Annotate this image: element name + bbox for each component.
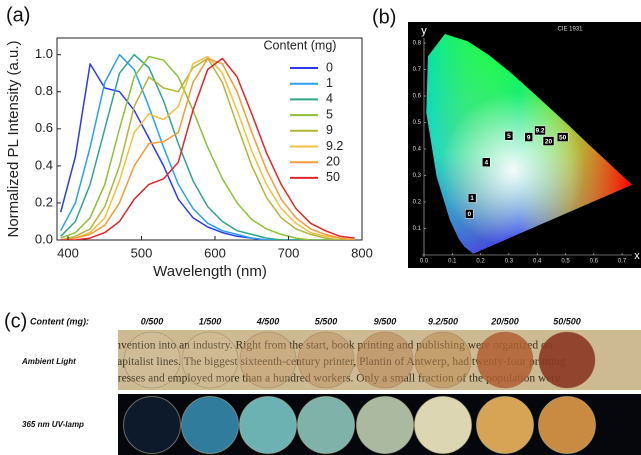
row-label: Ambient Light (21, 357, 76, 366)
uv-vial (182, 397, 239, 454)
y-tick-label: 1.0 (35, 46, 53, 61)
ambient-vial (477, 332, 533, 388)
cie-y-tick-label: 0.8 (413, 41, 422, 47)
ambient-vial (298, 332, 354, 388)
cie-point-label: 5 (507, 133, 511, 140)
cie-x-tick-label: 0.5 (561, 259, 570, 265)
x-tick-label: 500 (131, 245, 153, 260)
uv-vial (539, 397, 596, 454)
uv-vial (415, 397, 472, 454)
uv-vial (298, 397, 355, 454)
ambient-vial (415, 332, 471, 388)
y-tick-label: 0.0 (35, 231, 53, 246)
spectrum-line (61, 64, 355, 240)
ambient-vial (182, 332, 238, 388)
x-tick-label: 800 (351, 245, 373, 260)
uv-vial (124, 397, 181, 454)
uv-vial (477, 397, 534, 454)
cie-title: CIE 1931 (557, 27, 583, 33)
y-tick-label: 0.6 (35, 120, 53, 135)
panel-label: (b) (372, 6, 396, 28)
legend-label: 4 (326, 92, 333, 106)
sample-label: 5/500 (315, 316, 338, 326)
cie-x-tick-label: 0.1 (448, 259, 457, 265)
cie-y-tick-label: 0.3 (413, 173, 422, 179)
ambient-vial (124, 332, 180, 388)
cie-y-tick-label: 0.2 (413, 200, 422, 206)
y-axis-title: Normalized PL Intensity (a.u.) (5, 40, 22, 237)
panel-label: (a) (6, 4, 30, 26)
legend-label: 5 (326, 107, 333, 121)
x-tick-label: 400 (57, 245, 79, 260)
sample-label: 9/500 (374, 316, 397, 326)
cie-point-label: 20 (545, 138, 553, 145)
cie-x-tick-label: 0.3 (505, 259, 514, 265)
cie-point-label: 0 (467, 211, 471, 218)
legend-label: 20 (326, 154, 340, 168)
y-tick-label: 0.8 (35, 83, 53, 98)
legend-label: 1 (326, 76, 333, 90)
sample-label: 50/500 (553, 316, 581, 326)
cie-x-tick-label: 0.0 (420, 259, 429, 265)
y-tick-label: 0.4 (35, 157, 53, 172)
cie-point-label: 9 (527, 134, 531, 141)
uv-vial (240, 397, 297, 454)
sample-label: 4/500 (256, 316, 280, 326)
figure: (a) Wavelength (nm) Normalized PL Intens… (0, 0, 641, 455)
sample-label: 20/500 (490, 316, 519, 326)
cie-x-tick-label: 0.7 (618, 259, 627, 265)
legend-label: 50 (326, 170, 340, 184)
cie-y-tick-label: 0.6 (413, 94, 422, 100)
ambient-vial (240, 332, 296, 388)
cie-y-label: y (421, 25, 427, 37)
panel-label: (c) (4, 310, 27, 332)
x-tick-label: 600 (204, 245, 226, 260)
legend-label: 9 (326, 123, 333, 137)
sample-label: 0/500 (141, 316, 164, 326)
cie-point-label: 9.2 (536, 128, 545, 135)
ambient-vial (357, 332, 413, 388)
x-axis-title: Wavelength (nm) (153, 263, 267, 280)
cie-x-label: x (634, 250, 640, 262)
cie-point-label: 1 (470, 195, 474, 202)
cie-x-tick-label: 0.6 (590, 259, 599, 265)
y-tick-label: 0.2 (35, 194, 53, 209)
cie-y-tick-label: 0.4 (413, 147, 422, 153)
cie-y-tick-label: 0.5 (413, 120, 422, 126)
legend-label: 0 (326, 60, 333, 74)
cie-y-tick-label: 0.1 (413, 226, 422, 232)
cie-x-tick-label: 0.4 (533, 259, 542, 265)
photo-header: Content (mg): (30, 316, 89, 326)
uv-vial (357, 397, 414, 454)
cie-point-label: 4 (484, 159, 488, 166)
sample-label: 9.2/500 (428, 316, 458, 326)
x-tick-label: 700 (278, 245, 300, 260)
cie-x-tick-label: 0.2 (476, 259, 485, 265)
cie-y-tick-label: 0.7 (413, 67, 422, 73)
cie-point-label: 50 (559, 134, 567, 141)
sample-label: 1/500 (199, 316, 222, 326)
row-label: 365 nm UV-lamp (22, 420, 84, 429)
legend-title: Content (mg) (264, 38, 337, 52)
ambient-vial (539, 332, 595, 388)
legend-label: 9.2 (326, 139, 343, 153)
